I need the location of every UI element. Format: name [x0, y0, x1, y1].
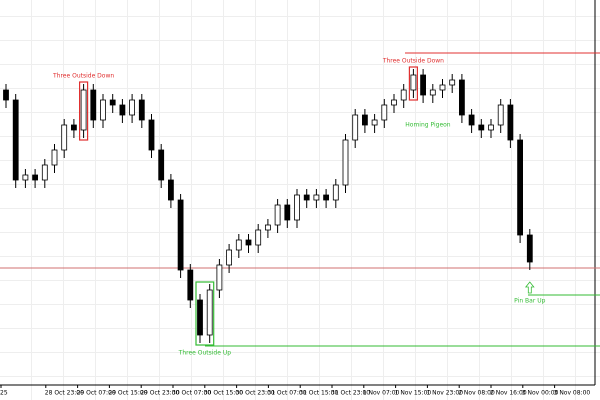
candle-body: [274, 204, 281, 226]
pattern-box: [78, 81, 89, 141]
candle-body: [51, 149, 58, 166]
x-tick-label: 3 Nov 00:00: [522, 390, 559, 397]
candle-body: [468, 114, 475, 126]
candle-body: [3, 89, 9, 101]
candle-body: [90, 89, 97, 121]
x-tick-label: 2 Nov 08:00: [458, 390, 495, 397]
candle-body: [332, 184, 339, 201]
x-tick-label: 29 Oct 15:00: [108, 390, 147, 397]
candle-body: [187, 269, 194, 301]
annotation-label: Three Outside Down: [52, 73, 114, 80]
candle-body: [32, 174, 38, 181]
candle-body: [158, 149, 165, 181]
x-tick-label: 30 Oct 15:00: [204, 390, 243, 397]
x-tick-label: 2 Nov 16:00: [490, 390, 527, 397]
candle-body: [206, 289, 213, 336]
x-tick-label: 31 Oct 07:00: [267, 390, 306, 397]
candle-body: [303, 194, 310, 201]
candle-body: [138, 99, 145, 121]
x-tick-label: 31 Oct 15:00: [299, 390, 338, 397]
candle-body: [71, 124, 77, 131]
candle-body: [12, 99, 19, 181]
annotation-label: Homing Pigeon: [405, 122, 451, 129]
candle-body: [245, 239, 252, 246]
candle-body: [197, 299, 203, 336]
candle-body: [100, 99, 106, 121]
candle-body: [361, 114, 368, 126]
pattern-box: [408, 66, 418, 101]
candle-body: [352, 114, 359, 141]
annotation-label: Three Outside Down: [382, 58, 444, 65]
x-tick-label: 1 Nov 15:00: [395, 390, 432, 397]
candle-body: [449, 79, 456, 86]
candle-body: [410, 74, 417, 91]
candle-body: [381, 104, 388, 121]
candle-body: [458, 79, 465, 116]
annotation-label: Three Outside Up: [178, 350, 232, 357]
x-tick-label: 30 Oct 23:00: [236, 390, 275, 397]
candle-body: [148, 119, 155, 151]
candle-body: [439, 84, 446, 91]
candle-body: [264, 224, 271, 231]
candle-body: [177, 199, 184, 271]
candle-body: [478, 124, 485, 131]
candle-body: [284, 204, 291, 221]
candle-body: [429, 89, 436, 96]
candle-body: [235, 239, 242, 251]
x-tick-label: 30 Oct 07:00: [172, 390, 211, 397]
x-tick-label: 28 Oct 23:00: [45, 390, 84, 397]
candle-body: [323, 194, 330, 201]
pattern-box: [195, 281, 215, 346]
x-tick-label: 25: [0, 390, 8, 397]
candle-body: [400, 89, 407, 101]
x-tick-label: 3 Nov 08:00: [554, 390, 591, 397]
candle-body: [61, 124, 68, 151]
candle-body: [391, 99, 397, 106]
candle-body: [507, 104, 514, 141]
x-tick-label: 1 Nov 07:00: [363, 390, 400, 397]
candle-body: [294, 194, 300, 221]
candle-body: [420, 74, 427, 96]
candle-body: [41, 164, 48, 181]
annotation-label: Pin Bar Up: [514, 298, 545, 305]
candle-body: [216, 264, 223, 291]
candle-body: [526, 234, 533, 263]
candle-body: [109, 99, 116, 106]
arrow-up: [524, 281, 535, 294]
candle-body: [129, 99, 136, 116]
candle-body: [371, 119, 378, 126]
candle-body: [255, 229, 262, 246]
candle-body: [517, 139, 523, 236]
candle-body: [497, 104, 504, 126]
candle-body: [80, 89, 87, 131]
candle-body: [488, 124, 494, 131]
x-tick-label: 29 Oct 07:00: [77, 390, 116, 397]
candle-body: [226, 249, 233, 266]
x-tick-label: 29 Oct 23:00: [140, 390, 179, 397]
candle-body: [22, 174, 29, 181]
candle-body: [119, 104, 126, 116]
candle-body: [167, 179, 174, 201]
x-tick-label: 31 Oct 23:00: [331, 390, 370, 397]
candle-body: [342, 139, 349, 186]
x-tick-label: 1 Nov 23:00: [426, 390, 463, 397]
candle-body: [313, 194, 320, 201]
